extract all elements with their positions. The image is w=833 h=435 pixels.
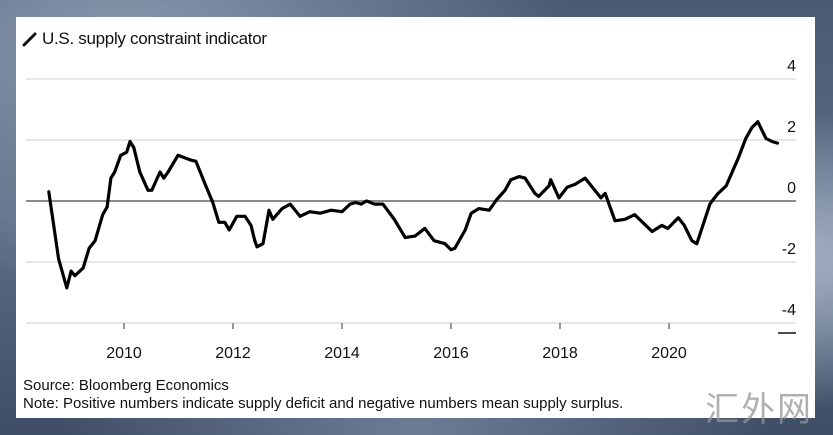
line-chart: 4 2 0 -2 -4 2010 2012 2014 2016 2018 2020 xyxy=(26,58,796,362)
source-text: Source: Bloomberg Economics xyxy=(23,377,229,394)
chart-legend: U.S. supply constraint indicator xyxy=(16,27,267,51)
chart-panel: U.S. supply constraint indicator 4 2 0 -2 -4… xyxy=(16,17,815,418)
x-tick-label: 2014 xyxy=(324,345,360,362)
x-tick-label: 2018 xyxy=(542,345,578,362)
line-legend-icon xyxy=(22,32,37,47)
y-tick-label: 4 xyxy=(787,58,796,75)
x-tick-label: 2020 xyxy=(651,345,687,362)
series-lines xyxy=(47,120,780,290)
gridlines xyxy=(26,78,796,324)
x-tick-label: 2012 xyxy=(215,345,251,362)
chart-title: U.S. supply constraint indicator xyxy=(42,29,267,48)
note-text: Note: Positive numbers indicate supply d… xyxy=(23,395,624,412)
y-tick-label: -2 xyxy=(782,241,796,258)
y-tick-label: 0 xyxy=(787,180,796,197)
series-line xyxy=(47,120,780,290)
watermark: 汇外网 xyxy=(705,390,813,430)
y-axis: 4 2 0 -2 -4 xyxy=(778,58,796,334)
y-tick-label: -4 xyxy=(782,302,796,319)
x-tick-label: 2016 xyxy=(433,345,469,362)
y-tick-label: 2 xyxy=(787,119,796,136)
x-axis: 2010 2012 2014 2016 2018 2020 xyxy=(106,323,687,362)
x-tick-label: 2010 xyxy=(106,345,142,362)
